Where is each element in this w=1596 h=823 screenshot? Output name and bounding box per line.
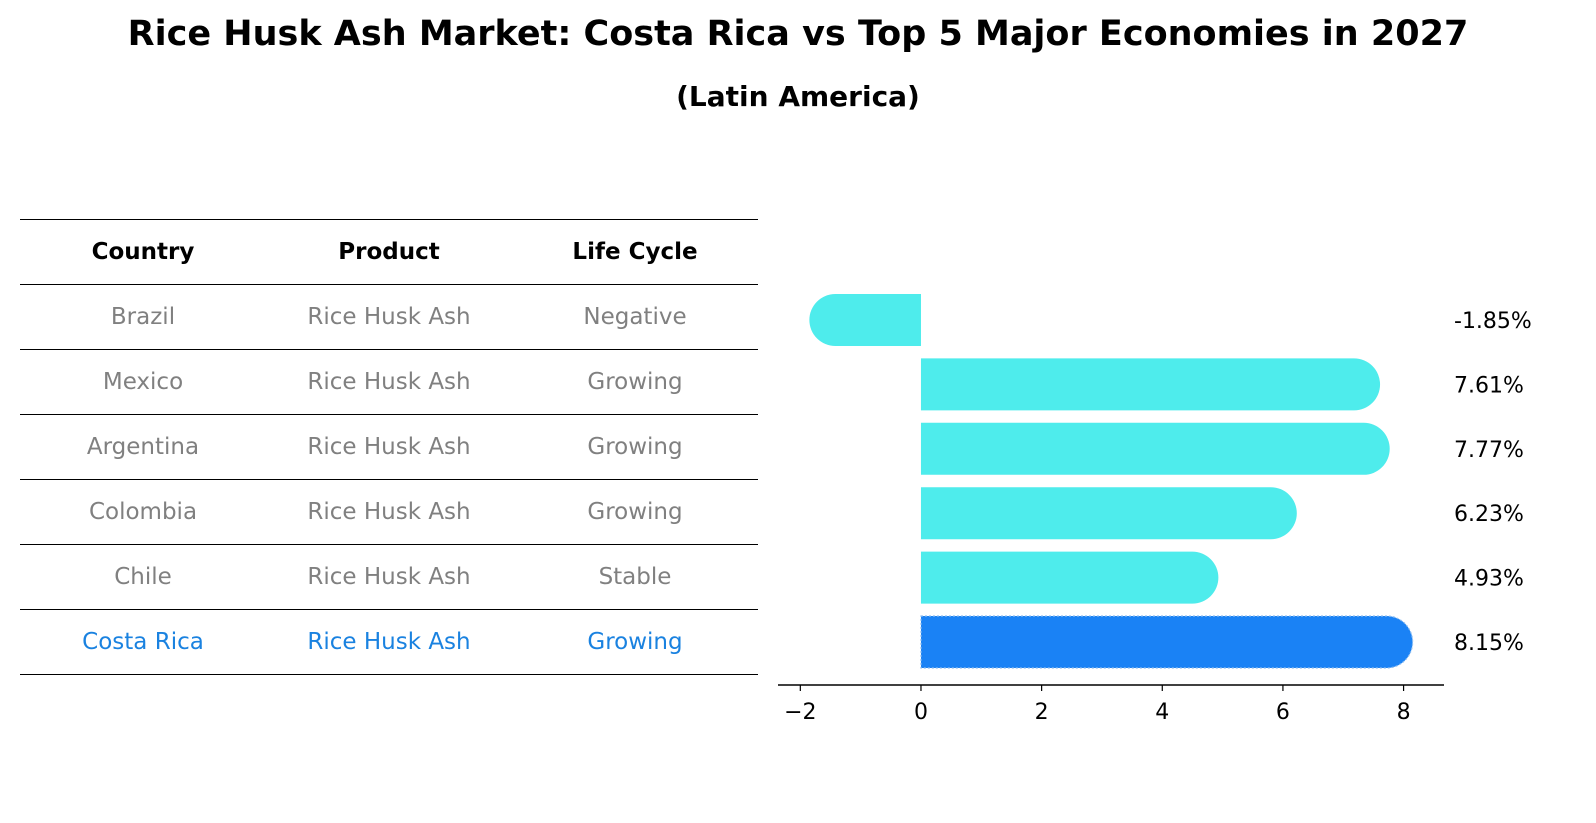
cell-country: Chile (20, 544, 266, 610)
value-label-chile: 4.93% (1454, 567, 1524, 592)
bar-chile (920, 551, 1219, 604)
x-tick-label: −2 (784, 700, 816, 725)
header-country: Country (20, 219, 266, 285)
bar-colombia (920, 487, 1297, 540)
cell-product: Rice Husk Ash (266, 414, 512, 480)
value-label-brazil: -1.85% (1454, 309, 1532, 334)
cell-life-cycle: Stable (512, 544, 758, 610)
bar-costa-rica (920, 616, 1413, 668)
table-row: Brazil Rice Husk Ash Negative (20, 284, 758, 350)
table-row: Colombia Rice Husk Ash Growing (20, 479, 758, 545)
x-tick-label: 6 (1276, 700, 1290, 725)
cell-life-cycle: Growing (512, 414, 758, 480)
x-tick-label: 2 (1035, 700, 1049, 725)
x-tick-label: 4 (1155, 700, 1169, 725)
cell-life-cycle: Growing (512, 349, 758, 415)
x-tick-label: 0 (914, 700, 928, 725)
cell-country: Colombia (20, 479, 266, 545)
value-label-argentina: 7.77% (1454, 438, 1524, 463)
cell-life-cycle: Growing (512, 609, 758, 675)
cell-country: Mexico (20, 349, 266, 415)
cell-product: Rice Husk Ash (266, 544, 512, 610)
chart-title: Rice Husk Ash Market: Costa Rica vs Top … (127, 14, 1469, 54)
cell-life-cycle: Negative (512, 284, 758, 350)
value-label-costa-rica: 8.15% (1454, 631, 1524, 656)
cell-product: Rice Husk Ash (266, 609, 512, 675)
cell-country: Costa Rica (20, 609, 266, 675)
bar-outline-costa-rica (920, 615, 1414, 669)
table-header-row: Country Product Life Cycle (20, 219, 758, 285)
table-row: Mexico Rice Husk Ash Growing (20, 349, 758, 415)
bar-argentina (920, 422, 1390, 475)
table-row-highlighted: Costa Rica Rice Husk Ash Growing (20, 609, 758, 675)
x-tick-label: 8 (1397, 700, 1411, 725)
bar-mexico (920, 358, 1381, 411)
header-life-cycle: Life Cycle (512, 219, 758, 285)
bar-brazil (809, 294, 921, 346)
cell-product: Rice Husk Ash (266, 284, 512, 350)
cell-life-cycle: Growing (512, 479, 758, 545)
chart-subtitle: (Latin America) (676, 80, 920, 113)
table-row: Chile Rice Husk Ash Stable (20, 544, 758, 610)
cell-country: Argentina (20, 414, 266, 480)
cell-country: Brazil (20, 284, 266, 350)
header-product: Product (266, 219, 512, 285)
cell-product: Rice Husk Ash (266, 479, 512, 545)
value-label-mexico: 7.61% (1454, 373, 1524, 398)
comparison-table: Country Product Life Cycle Brazil Rice H… (20, 219, 758, 675)
value-label-colombia: 6.23% (1454, 502, 1524, 527)
cell-product: Rice Husk Ash (266, 349, 512, 415)
table-row: Argentina Rice Husk Ash Growing (20, 414, 758, 480)
